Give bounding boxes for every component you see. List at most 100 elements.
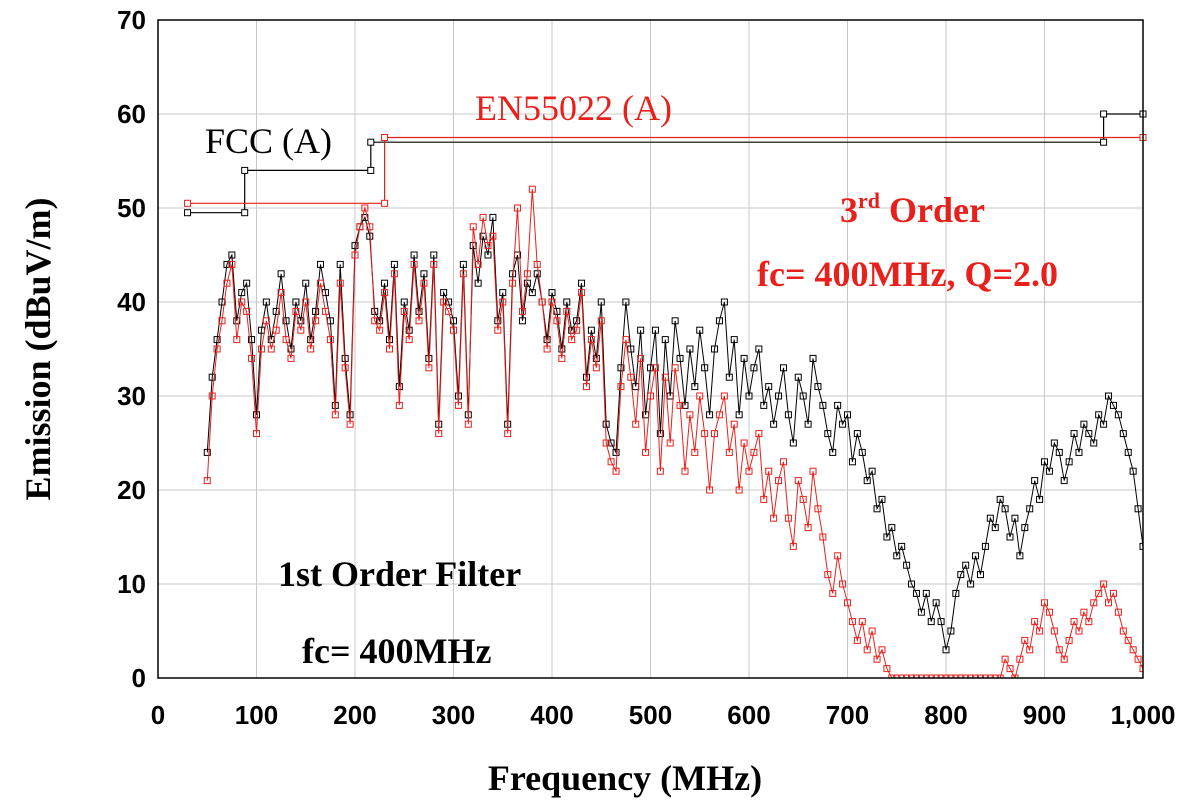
series-point <box>1075 627 1083 635</box>
series-point <box>1016 655 1024 663</box>
series-point <box>1095 589 1103 597</box>
series-point <box>1080 608 1088 616</box>
y-tick-label: 10 <box>117 569 146 599</box>
limit-point <box>184 199 192 207</box>
series-point <box>701 430 709 438</box>
series-point <box>425 364 433 372</box>
series-point <box>903 674 911 678</box>
series-point <box>755 345 763 353</box>
series-point <box>528 185 536 193</box>
series-point <box>499 289 507 297</box>
series-point <box>489 213 497 221</box>
series-point <box>277 270 285 278</box>
series-point <box>1119 430 1127 438</box>
series-point <box>243 307 251 315</box>
series-point <box>1055 646 1063 654</box>
series-point <box>1100 420 1108 428</box>
series-point <box>715 317 723 325</box>
series-point <box>829 589 837 597</box>
series-point <box>346 420 354 428</box>
series-point <box>538 298 546 306</box>
limit-line <box>187 136 1143 204</box>
x-tick-label: 700 <box>826 700 869 730</box>
series-point <box>863 477 871 485</box>
series-point <box>410 260 418 268</box>
series-point <box>671 364 679 372</box>
x-axis-title: Frequency (MHz) <box>488 758 762 798</box>
series-line <box>206 189 1143 678</box>
series-point <box>533 270 541 278</box>
series-point <box>277 289 285 297</box>
series-point <box>824 571 832 579</box>
series-point <box>991 674 999 678</box>
series-point <box>287 354 295 362</box>
series-point <box>218 317 226 325</box>
series-point <box>582 383 590 391</box>
series-point <box>898 542 906 550</box>
series-point <box>1026 646 1034 654</box>
limit-point <box>367 138 375 146</box>
series-point <box>213 345 221 353</box>
series-point <box>819 401 827 409</box>
series-point <box>459 260 467 268</box>
series-point <box>558 345 566 353</box>
series-point <box>701 364 709 372</box>
series-point <box>681 467 689 475</box>
series-point <box>238 289 246 297</box>
series-point <box>592 364 600 372</box>
series-point <box>947 674 955 678</box>
series-point <box>1085 430 1093 438</box>
series-point <box>804 420 812 428</box>
series-point <box>1105 599 1113 607</box>
series-point <box>627 345 635 353</box>
series-point <box>1011 514 1019 522</box>
series-point <box>233 317 241 325</box>
series-point <box>647 364 654 372</box>
series-point <box>400 298 408 306</box>
x-tick-labels: 0 100 200 300 400 500 600 700 800 900 1,000 <box>151 700 1176 730</box>
series-point <box>1070 618 1078 626</box>
series-point <box>474 279 482 287</box>
series-point <box>981 674 989 678</box>
series-point <box>848 458 856 466</box>
series-point <box>1031 618 1039 626</box>
series-point <box>617 383 625 391</box>
series-point <box>494 326 502 334</box>
series-point <box>558 354 566 362</box>
series-point <box>1041 599 1048 607</box>
series-point <box>725 448 733 456</box>
series-point <box>957 571 965 579</box>
third-order-word: Order <box>880 190 985 230</box>
series-point <box>1105 392 1113 400</box>
series-point <box>622 298 630 306</box>
series-point <box>839 580 847 588</box>
series-point <box>415 307 423 315</box>
series-point <box>1114 411 1122 419</box>
series-point <box>848 618 856 626</box>
series-point <box>1124 448 1132 456</box>
series-point <box>1001 505 1009 513</box>
series-point <box>858 618 866 626</box>
series-point <box>213 336 221 344</box>
series-point <box>272 307 280 315</box>
series-point <box>770 420 778 428</box>
limit-point <box>381 134 389 141</box>
series-point <box>706 486 714 494</box>
series-point <box>253 411 260 419</box>
series-point <box>740 354 748 362</box>
series-point <box>637 354 645 362</box>
series-point <box>1065 636 1073 644</box>
series-point <box>233 336 241 344</box>
series-point <box>587 336 595 344</box>
series-point <box>1050 627 1058 635</box>
series-point <box>312 317 320 325</box>
series-point <box>228 260 236 268</box>
series-point <box>523 270 531 278</box>
series-point <box>1006 665 1014 673</box>
series-point <box>518 307 526 315</box>
series-point <box>632 420 640 428</box>
series-point <box>656 467 664 475</box>
series-point <box>765 467 773 475</box>
x-tick-label: 0 <box>151 700 165 730</box>
series-point <box>952 589 960 597</box>
